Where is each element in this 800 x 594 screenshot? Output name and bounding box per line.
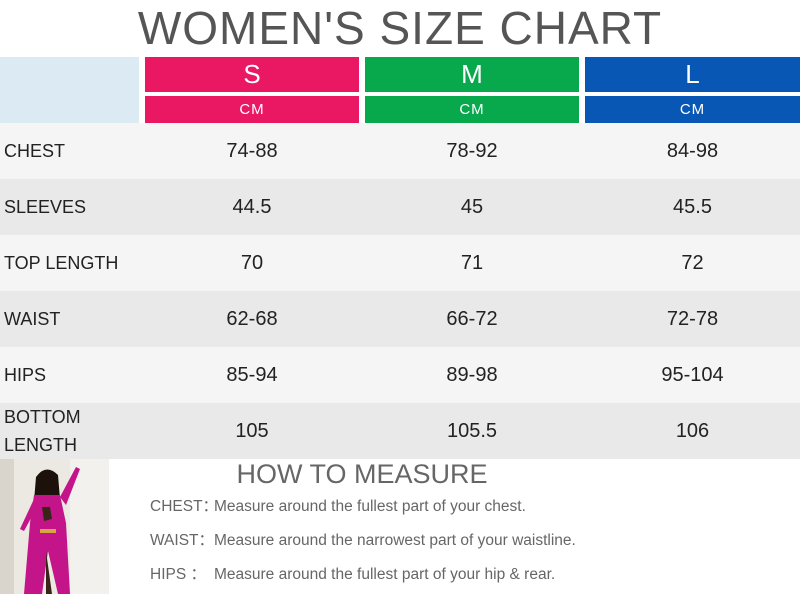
row-label: WAIST [4, 309, 61, 329]
row-label: BOTTOM LENGTH [4, 407, 81, 455]
cell-s: 74-88 [226, 140, 278, 162]
measure-key: HIPS ： [150, 566, 206, 583]
measure-item-hips: HIPS ： Measure around the fullest part of… [150, 564, 790, 586]
header-corner-cell [0, 57, 139, 123]
measure-key: CHEST： [150, 498, 219, 515]
cell-m: 71 [460, 252, 484, 274]
unit-header-m: CM [365, 96, 579, 123]
measure-item-chest: CHEST：Measure around the fullest part of… [150, 496, 790, 518]
row-label: SLEEVES [4, 197, 87, 217]
row-label: CHEST [4, 141, 66, 161]
cell-s: 70 [240, 252, 264, 274]
table-row-chest: CHEST 74-88 78-92 84-98 [0, 123, 800, 179]
table-row-waist: WAIST 62-68 66-72 72-78 [0, 291, 800, 347]
unit-header-s: CM [145, 96, 359, 123]
cell-l: 45.5 [673, 196, 712, 218]
cell-l: 95-104 [661, 364, 724, 386]
row-label: TOP LENGTH [4, 253, 119, 273]
cell-s: 44.5 [232, 196, 272, 218]
table-row-hips: HIPS 85-94 89-98 95-104 [0, 347, 800, 403]
cell-l: 84-98 [666, 140, 719, 162]
cell-m: 66-72 [446, 308, 498, 330]
table-row-bottom-length: BOTTOM LENGTH 105 105.5 106 [0, 403, 800, 459]
size-header-s: S [145, 57, 359, 92]
measure-text: Measure around the narrowest part of you… [214, 532, 576, 549]
size-header-m: M [365, 57, 579, 92]
cell-m: 45 [460, 196, 484, 218]
model-figure-icon [0, 459, 109, 594]
cell-l: 72 [681, 252, 704, 274]
how-to-measure-title: HOW TO MEASURE [236, 459, 488, 489]
table-row-sleeves: SLEEVES 44.5 45 45.5 [0, 179, 800, 235]
cell-s: 105 [235, 420, 269, 442]
measure-key: WAIST： [150, 532, 215, 549]
table-row-top-length: TOP LENGTH 70 71 72 [0, 235, 800, 291]
unit-header-l: CM [585, 96, 800, 123]
cell-l: 106 [675, 420, 710, 442]
measure-text: Measure around the fullest part of your … [214, 498, 526, 515]
page-title: WOMEN'S SIZE CHART [137, 2, 663, 54]
size-header-l: L [585, 57, 800, 92]
cell-m: 78-92 [446, 140, 498, 162]
cell-s: 62-68 [226, 308, 278, 330]
cell-l: 72-78 [666, 308, 719, 330]
cell-s: 85-94 [226, 364, 278, 386]
measure-text: Measure around the fullest part of your … [214, 566, 556, 583]
cell-m: 89-98 [446, 364, 498, 386]
row-label: HIPS [4, 365, 47, 385]
cell-m: 105.5 [446, 420, 498, 442]
measure-item-waist: WAIST：Measure around the narrowest part … [150, 530, 790, 552]
model-photo [0, 459, 109, 594]
